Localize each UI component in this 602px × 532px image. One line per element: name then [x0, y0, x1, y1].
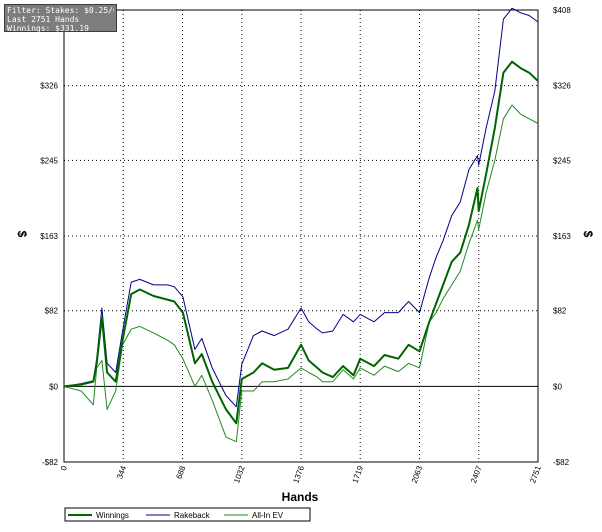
legend-box [64, 507, 311, 522]
x-tick-label: 0 [59, 464, 69, 472]
x-tick-label: 2751 [528, 464, 543, 484]
y-tick-label-left: $326 [40, 82, 58, 91]
x-tick-label: 1032 [232, 464, 247, 484]
filter-text: Filter: Stakes: $0.25/0.5 NL [7, 6, 114, 15]
series-line-rakeback [63, 7, 539, 408]
y-axis-right-ticks: -$82 $0 $82 $163 $245 $326 $408 [553, 6, 571, 467]
y-tick-label-left: $82 [45, 307, 59, 316]
y-axis-label-left: $ [15, 231, 29, 238]
y-tick-label-right: -$82 [553, 458, 570, 467]
y-tick-label-right: $408 [553, 6, 571, 15]
filter-info-box: Filter: Stakes: $0.25/0.5 NL Last 2751 H… [4, 4, 117, 33]
x-tick-label: 2407 [469, 464, 484, 484]
x-tick-label: 688 [174, 464, 187, 480]
x-axis-label: Hands [282, 490, 319, 504]
legend-label-all-in-ev: All-In EV [252, 511, 284, 520]
y-tick-label-left: $245 [40, 156, 58, 165]
x-tick-label: 1719 [351, 464, 366, 484]
series-lines [63, 7, 539, 443]
legend: Winnings Rakeback All-In EV [64, 507, 311, 522]
y-tick-label-right: $245 [553, 156, 571, 165]
y-tick-label-left: $163 [40, 232, 58, 241]
y-tick-label-right: $82 [553, 307, 567, 316]
grid-lines [64, 9, 538, 463]
winnings-text: Winnings: $331.19 [7, 24, 89, 33]
series-line-winnings [63, 60, 539, 425]
y-tick-label-right: $326 [553, 82, 571, 91]
legend-label-rakeback: Rakeback [174, 511, 211, 520]
y-tick-label-right: $163 [553, 232, 571, 241]
y-axis-label-right: $ [581, 231, 595, 238]
legend-label-winnings: Winnings [96, 511, 129, 520]
x-tick-label: 344 [115, 464, 128, 480]
x-tick-label: 1376 [291, 464, 306, 484]
y-tick-label-left: -$82 [42, 458, 59, 467]
series-line-all-in-ev [63, 104, 539, 443]
y-tick-label-right: $0 [553, 382, 562, 391]
x-tick-label: 2063 [410, 464, 425, 484]
y-axis-left-ticks: -$82$0$82$163$245$326$408 [40, 6, 58, 467]
y-tick-label-left: $0 [49, 382, 58, 391]
x-axis-ticks: 0 344 688 1032 1376 1719 2063 2407 2751 [59, 464, 543, 484]
hands-count-text: Last 2751 Hands [7, 15, 80, 24]
